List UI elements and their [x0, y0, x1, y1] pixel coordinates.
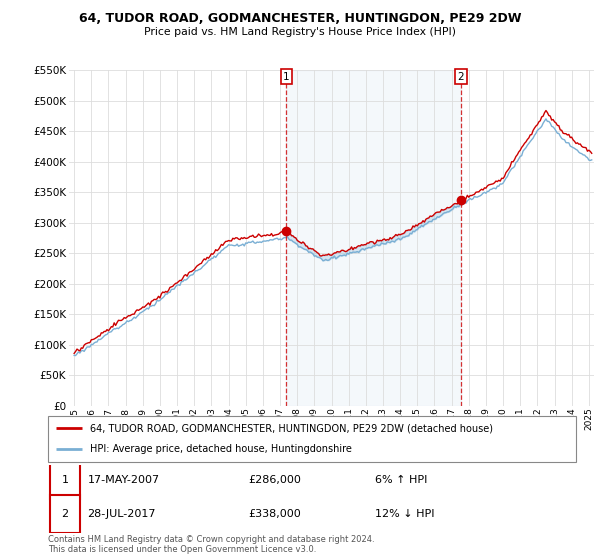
Text: 28-JUL-2017: 28-JUL-2017 — [88, 509, 156, 519]
FancyBboxPatch shape — [50, 461, 80, 499]
Text: 6% ↑ HPI: 6% ↑ HPI — [376, 475, 428, 485]
FancyBboxPatch shape — [48, 416, 576, 462]
Text: 64, TUDOR ROAD, GODMANCHESTER, HUNTINGDON, PE29 2DW: 64, TUDOR ROAD, GODMANCHESTER, HUNTINGDO… — [79, 12, 521, 25]
Text: 1: 1 — [61, 475, 68, 485]
Text: £286,000: £286,000 — [248, 475, 302, 485]
Text: 2: 2 — [61, 509, 68, 519]
Text: £338,000: £338,000 — [248, 509, 301, 519]
Text: Contains HM Land Registry data © Crown copyright and database right 2024.
This d: Contains HM Land Registry data © Crown c… — [48, 535, 374, 554]
Bar — [286, 70, 461, 406]
Text: 2: 2 — [458, 72, 464, 82]
Text: 12% ↓ HPI: 12% ↓ HPI — [376, 509, 435, 519]
FancyBboxPatch shape — [50, 495, 80, 533]
Text: 1: 1 — [283, 72, 290, 82]
Text: 64, TUDOR ROAD, GODMANCHESTER, HUNTINGDON, PE29 2DW (detached house): 64, TUDOR ROAD, GODMANCHESTER, HUNTINGDO… — [90, 423, 493, 433]
Text: 17-MAY-2007: 17-MAY-2007 — [88, 475, 160, 485]
Text: Price paid vs. HM Land Registry's House Price Index (HPI): Price paid vs. HM Land Registry's House … — [144, 27, 456, 37]
Text: HPI: Average price, detached house, Huntingdonshire: HPI: Average price, detached house, Hunt… — [90, 445, 352, 455]
